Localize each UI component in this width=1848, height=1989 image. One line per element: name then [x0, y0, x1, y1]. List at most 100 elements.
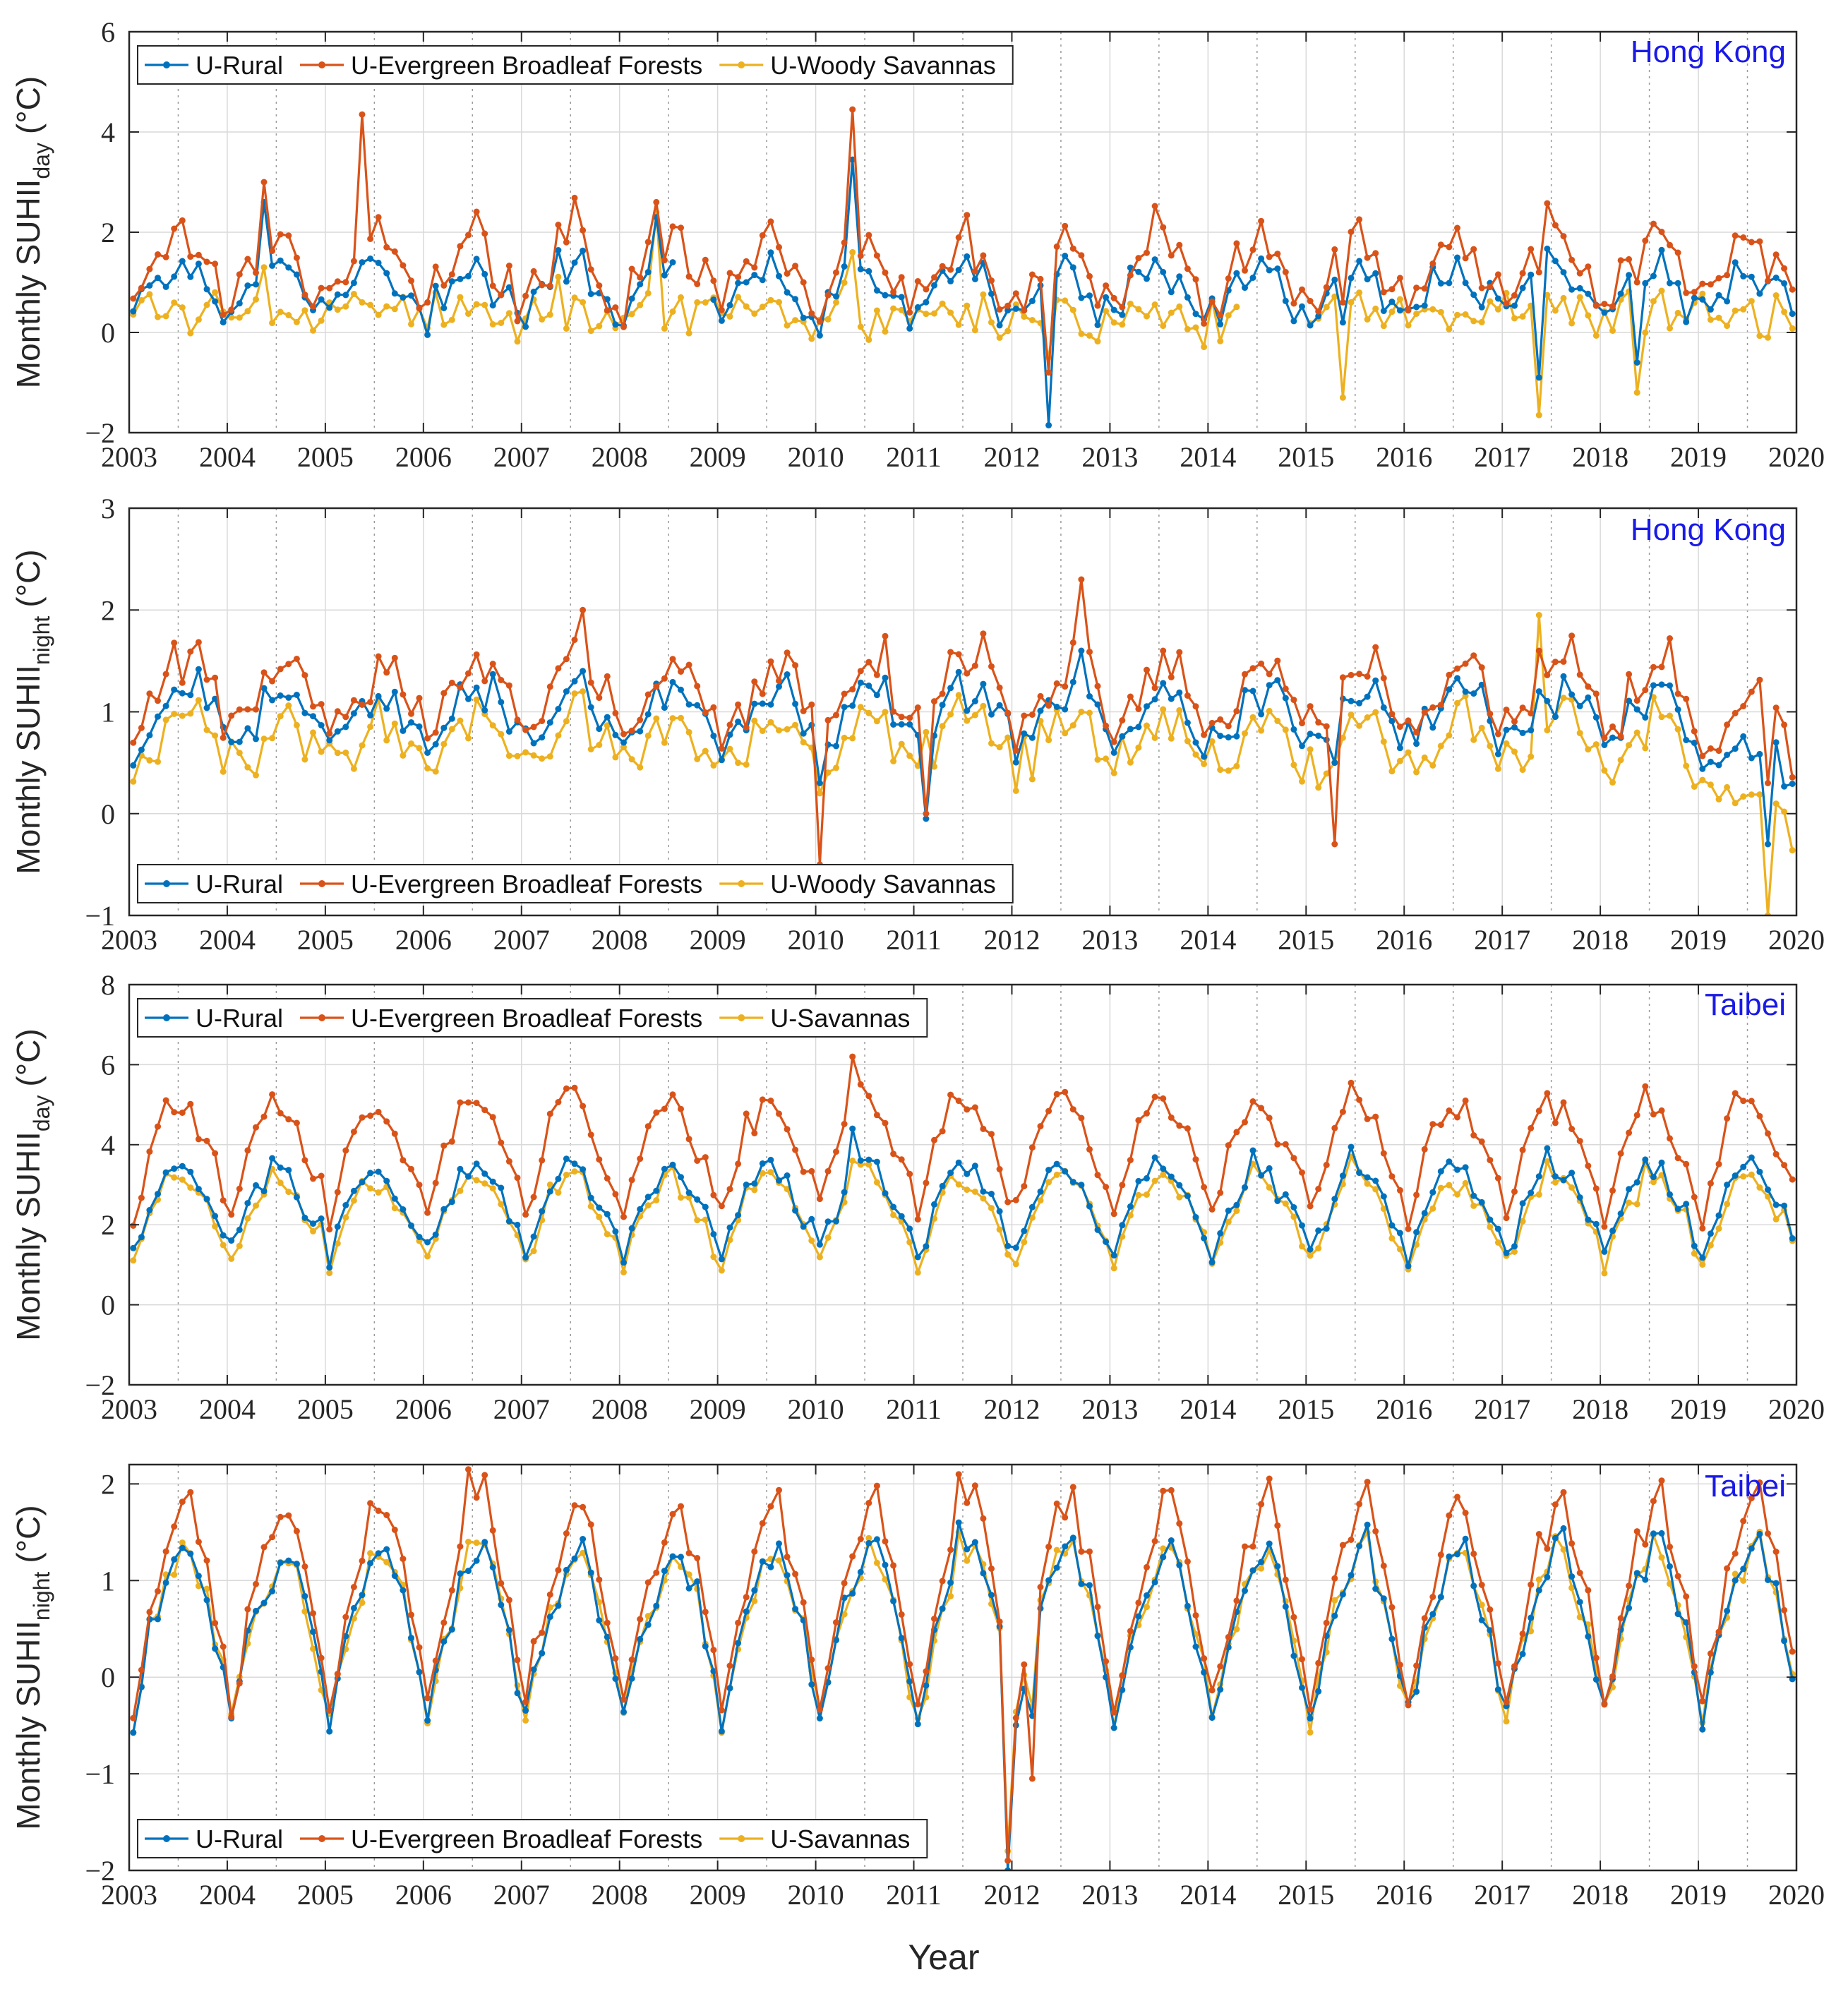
- point-rural: [1650, 272, 1657, 280]
- point-rural: [1462, 1164, 1469, 1171]
- point-forest: [669, 656, 676, 663]
- point-forest: [1151, 1093, 1158, 1100]
- point-forest: [808, 701, 815, 708]
- point-savanna: [285, 312, 292, 318]
- point-rural: [260, 685, 268, 692]
- point-forest: [1650, 1498, 1657, 1505]
- point-rural: [318, 296, 325, 303]
- point-forest: [334, 1671, 341, 1678]
- point-forest: [359, 1557, 366, 1564]
- point-forest: [285, 1116, 292, 1123]
- point-savanna: [865, 709, 872, 716]
- point-savanna: [1446, 1182, 1453, 1189]
- x-tick-label: 2017: [1474, 1393, 1530, 1425]
- point-savanna: [1487, 1223, 1494, 1230]
- point-rural: [1069, 1534, 1076, 1542]
- point-forest: [816, 318, 823, 325]
- point-savanna: [1323, 304, 1330, 311]
- point-rural: [1364, 1174, 1371, 1181]
- point-forest: [1053, 243, 1060, 250]
- point-rural: [1274, 1563, 1281, 1570]
- point-rural: [833, 743, 839, 750]
- point-forest: [1004, 302, 1012, 309]
- point-savanna: [1650, 298, 1657, 305]
- point-rural: [1004, 1242, 1012, 1249]
- point-rural: [1748, 1154, 1755, 1161]
- x-tick-label: 2016: [1376, 1393, 1432, 1425]
- point-rural: [416, 723, 423, 730]
- point-forest: [1348, 1537, 1355, 1543]
- point-forest: [432, 263, 439, 270]
- point-rural: [1617, 290, 1624, 297]
- point-rural: [1119, 1222, 1126, 1229]
- point-savanna: [1707, 781, 1714, 788]
- point-forest: [522, 1698, 529, 1705]
- point-savanna: [448, 726, 455, 733]
- point-savanna: [751, 310, 758, 317]
- point-rural: [1633, 1570, 1640, 1577]
- point-forest: [334, 708, 341, 715]
- grid: [128, 984, 1797, 1386]
- point-rural: [253, 1182, 259, 1189]
- point-rural: [1724, 1182, 1731, 1189]
- point-rural: [1086, 292, 1093, 299]
- point-forest: [1282, 1576, 1289, 1583]
- point-savanna: [473, 301, 480, 308]
- point-forest: [906, 1170, 913, 1177]
- point-rural: [1307, 1715, 1314, 1722]
- point-savanna: [138, 296, 145, 304]
- point-forest: [473, 208, 480, 215]
- point-forest: [784, 649, 791, 656]
- point-forest: [980, 1125, 987, 1132]
- point-forest: [342, 1147, 349, 1154]
- point-rural: [1192, 311, 1199, 318]
- point-forest: [1715, 275, 1722, 282]
- point-rural: [596, 1204, 603, 1211]
- point-savanna: [391, 1205, 398, 1212]
- point-forest: [1176, 241, 1183, 248]
- point-rural: [1413, 1688, 1420, 1695]
- point-rural: [179, 258, 186, 265]
- point-savanna: [841, 1611, 848, 1618]
- point-savanna: [914, 762, 921, 769]
- point-forest: [1192, 1612, 1199, 1619]
- point-forest: [857, 668, 864, 675]
- point-rural: [1094, 1226, 1101, 1233]
- point-rural: [220, 1232, 227, 1239]
- point-savanna: [155, 758, 161, 765]
- point-savanna: [964, 1186, 971, 1194]
- point-forest: [424, 735, 431, 742]
- legend: U-Rural U-Evergreen Broadleaf Forests U-Wo…: [137, 864, 1014, 903]
- point-rural: [1437, 1594, 1444, 1601]
- point-rural: [1086, 693, 1093, 699]
- point-savanna: [481, 301, 488, 308]
- point-forest: [1683, 1160, 1690, 1167]
- point-forest: [162, 671, 169, 678]
- point-forest: [1781, 1606, 1788, 1614]
- point-savanna: [400, 752, 407, 759]
- point-savanna: [555, 732, 562, 739]
- point-savanna: [620, 1268, 627, 1275]
- y-tick-label: 0: [101, 798, 115, 830]
- point-forest: [1633, 279, 1640, 286]
- point-forest: [906, 309, 913, 316]
- point-rural: [784, 671, 791, 678]
- point-rural: [1062, 1543, 1069, 1550]
- point-rural: [432, 741, 439, 747]
- point-savanna: [1168, 735, 1175, 742]
- point-forest: [1511, 292, 1518, 299]
- point-rural: [1315, 313, 1322, 320]
- point-rural: [923, 815, 930, 822]
- point-savanna: [269, 735, 276, 742]
- point-rural: [1176, 689, 1183, 696]
- legend-label-savanna: U-Savannas: [770, 1004, 910, 1033]
- point-forest: [1470, 1132, 1477, 1138]
- point-rural: [1249, 275, 1256, 281]
- point-forest: [138, 1666, 145, 1673]
- point-rural: [792, 700, 799, 707]
- point-savanna: [465, 735, 472, 742]
- point-forest: [301, 1157, 308, 1164]
- point-forest: [726, 1662, 733, 1669]
- point-savanna: [1004, 1251, 1012, 1258]
- point-forest: [1069, 639, 1076, 646]
